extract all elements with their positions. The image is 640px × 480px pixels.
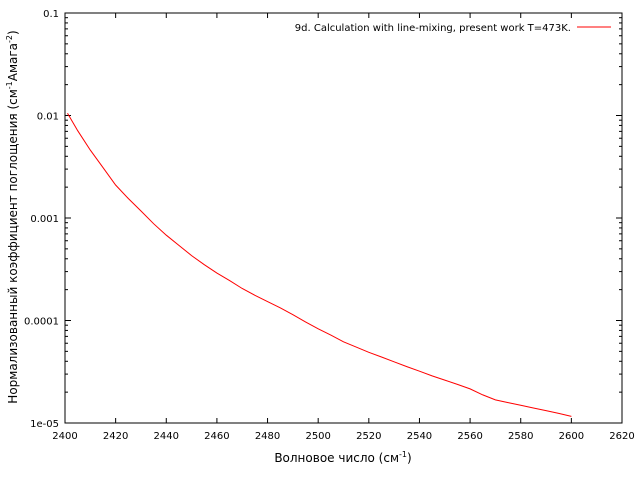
y-axis-title-tail: ) xyxy=(6,30,20,35)
y-axis-title-text2: Амага xyxy=(6,43,20,81)
tick-marks xyxy=(64,12,623,424)
y-tick-label: 0.1 xyxy=(43,9,59,20)
x-axis-title: Волновое число (см-1) xyxy=(274,450,411,465)
x-tick-label: 2540 xyxy=(407,431,432,442)
y-axis-title-sup1: -1 xyxy=(5,81,14,89)
x-tick-label: 2420 xyxy=(103,431,128,442)
y-tick-labels: 1e-05 0.0001 0.001 0.01 0.1 xyxy=(24,9,59,430)
x-tick-label: 2520 xyxy=(356,431,381,442)
x-tick-label: 2500 xyxy=(305,431,330,442)
x-axis-title-text: Волновое число (см xyxy=(274,451,399,465)
series-line xyxy=(67,113,572,417)
x-tick-label: 2440 xyxy=(154,431,179,442)
y-axis-title-sup2: -2 xyxy=(5,35,14,43)
x-tick-label: 2580 xyxy=(508,431,533,442)
series-lines xyxy=(67,113,572,417)
y-tick-label: 0.001 xyxy=(30,214,59,225)
legend-label: 9d. Calculation with line-mixing, presen… xyxy=(295,23,571,34)
x-tick-label: 2600 xyxy=(559,431,584,442)
x-tick-label: 2460 xyxy=(204,431,229,442)
x-axis-title-sup: -1 xyxy=(399,450,407,459)
y-tick-label: 1e-05 xyxy=(30,419,59,430)
x-tick-label: 2480 xyxy=(255,431,280,442)
x-tick-label: 2560 xyxy=(457,431,482,442)
y-tick-label: 0.0001 xyxy=(24,317,59,328)
y-axis-title: Нормализованный коэффициент поглощения (… xyxy=(5,30,20,403)
x-axis-title-tail: ) xyxy=(407,451,412,465)
legend: 9d. Calculation with line-mixing, presen… xyxy=(295,23,611,34)
x-tick-label: 2620 xyxy=(609,431,634,442)
x-tick-labels: 2400 2420 2440 2460 2480 2500 2520 2540 2560 2580… xyxy=(52,431,634,442)
y-axis-title-text1: Нормализованный коэффициент поглощения (… xyxy=(6,89,20,403)
y-tick-label: 0.01 xyxy=(37,112,59,123)
x-tick-label: 2400 xyxy=(52,431,77,442)
